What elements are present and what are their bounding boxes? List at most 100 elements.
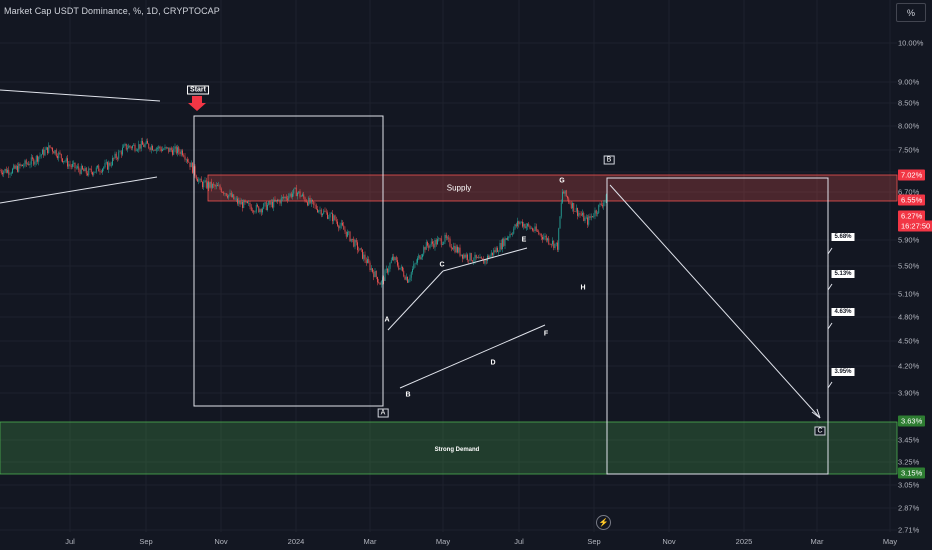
candle-body	[149, 147, 151, 150]
candle-body	[575, 207, 577, 212]
candle-body	[357, 242, 358, 251]
candle-body	[462, 254, 463, 259]
demand-zone[interactable]	[0, 421, 898, 475]
x-tick-label: Jul	[514, 537, 524, 546]
candle-body	[14, 165, 16, 169]
price-tag-current: 6.27%	[898, 210, 926, 222]
y-tick-label: 2.71%	[898, 525, 920, 535]
candle-body	[122, 147, 123, 155]
candle-body	[347, 231, 348, 237]
candle-body	[518, 221, 520, 224]
candle-body	[140, 141, 142, 149]
candle-body	[67, 158, 68, 167]
lightning-icon[interactable]: ⚡	[596, 515, 611, 530]
price-tag-demand-top: 3.63%	[898, 415, 926, 427]
candle-body	[119, 151, 121, 153]
x-tick-label: Sep	[139, 537, 153, 546]
x-tick-label: May	[435, 537, 451, 546]
candle-body	[125, 143, 127, 150]
candle-body	[538, 231, 540, 234]
triangle-upper-line[interactable]	[0, 89, 161, 102]
projection-box[interactable]	[606, 177, 829, 475]
supply-zone[interactable]	[207, 174, 898, 202]
candle-body	[323, 210, 325, 214]
candle-body	[88, 168, 90, 176]
candle-body	[458, 247, 460, 253]
candle-body	[542, 236, 543, 240]
candle-body	[57, 156, 58, 159]
candle-body	[283, 197, 285, 199]
candle-body	[312, 199, 313, 202]
candle-body	[360, 248, 362, 250]
candle-body	[263, 203, 265, 209]
triangle-lower-line[interactable]	[0, 176, 158, 204]
candle-body	[150, 145, 152, 150]
candle-body	[213, 184, 215, 185]
candle-body	[208, 182, 210, 188]
channel-lower-line[interactable]	[399, 324, 546, 389]
candle-body	[409, 277, 411, 281]
candle-body	[272, 201, 273, 208]
candle-body	[389, 263, 391, 269]
candle-body	[337, 221, 338, 226]
axis-unit-button[interactable]: %	[896, 3, 926, 22]
candle-body	[533, 230, 535, 232]
candle-body	[479, 256, 481, 259]
candle-body	[453, 245, 455, 250]
candle-body	[567, 196, 568, 199]
candle-body	[289, 193, 291, 197]
candle-body	[495, 247, 497, 253]
candle-body	[135, 150, 137, 152]
candle-body	[327, 212, 328, 219]
x-tick-label: 2025	[735, 537, 753, 546]
candle-body	[252, 210, 253, 212]
candle-body	[114, 153, 116, 159]
projection-arrow[interactable]	[609, 184, 821, 419]
candle-body	[75, 167, 77, 169]
candle-body	[273, 199, 275, 208]
channel-upper-line-2[interactable]	[442, 247, 528, 272]
candle-body	[398, 265, 400, 270]
candle-body	[439, 238, 441, 240]
candle-body	[87, 173, 88, 176]
candle-body	[94, 171, 96, 173]
candle-body	[460, 254, 462, 256]
candle-body	[498, 251, 500, 253]
candle-body	[269, 201, 271, 205]
candle-body	[528, 223, 530, 226]
candle-body	[550, 244, 552, 245]
candle-body	[429, 244, 431, 248]
candle-body	[559, 216, 561, 229]
candle-body	[254, 211, 256, 213]
wave-a-box[interactable]	[193, 115, 384, 407]
candle-body	[12, 168, 13, 174]
candle-body	[120, 151, 122, 155]
start-arrow-icon	[188, 96, 206, 111]
candle-body	[359, 248, 361, 251]
x-tick-label: Nov	[214, 537, 228, 546]
drawing-layer	[0, 89, 833, 475]
candle-body	[432, 241, 433, 244]
candle-body	[387, 268, 388, 273]
candle-body	[92, 172, 93, 175]
candle-body	[370, 268, 372, 271]
candle-body	[64, 161, 66, 162]
candle-body	[532, 228, 533, 231]
candle-body	[40, 154, 42, 156]
price-tag-supply-bottom: 6.55%	[898, 194, 926, 206]
x-tick-label: Jul	[65, 537, 75, 546]
candle-body	[363, 254, 365, 259]
candle-body	[434, 239, 436, 248]
candle-body	[288, 196, 290, 200]
candle-body	[334, 215, 336, 220]
candle-body	[13, 165, 15, 169]
candle-body	[233, 194, 235, 200]
channel-upper-line[interactable]	[387, 270, 444, 331]
candle-body	[494, 250, 496, 253]
candle-body	[227, 195, 228, 198]
candle-body	[443, 241, 445, 245]
candle-body	[2, 172, 3, 175]
candle-series	[0, 137, 607, 288]
